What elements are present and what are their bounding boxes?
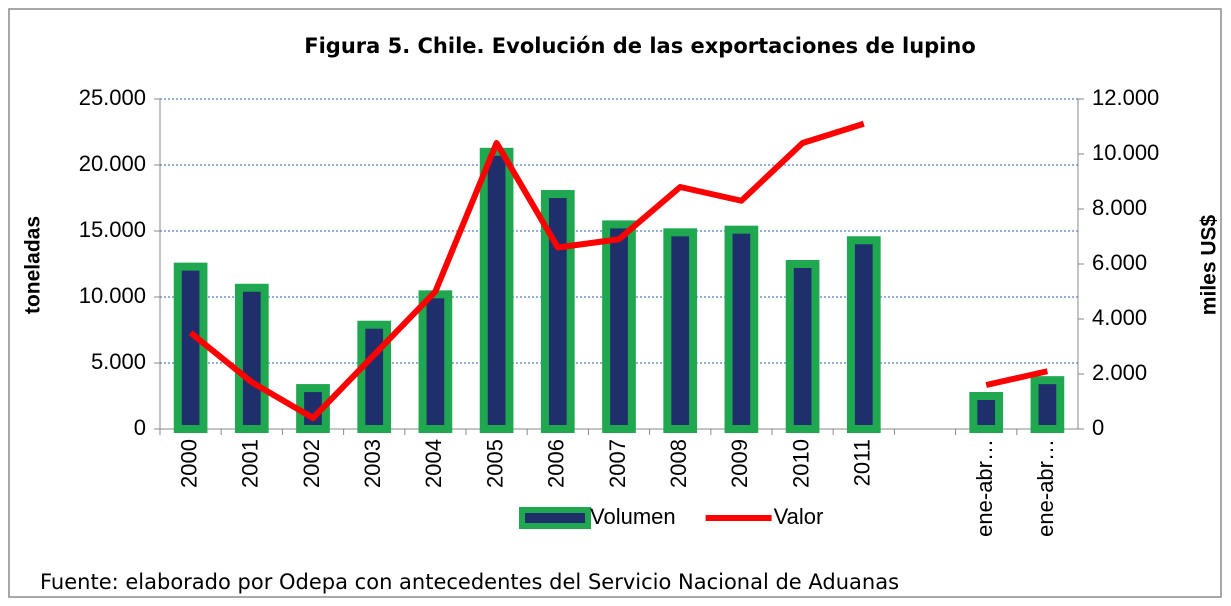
y-tick-label: 25.000: [79, 85, 146, 110]
y2-tick-label: 0: [1092, 415, 1104, 440]
legend-swatch: [519, 507, 591, 529]
x-tick-label: 2011: [850, 439, 875, 486]
x-tick-label: 2000: [176, 439, 201, 488]
chart-title: Figura 5. Chile. Evolución de las export…: [304, 34, 976, 58]
x-tick-label: 2003: [360, 439, 385, 488]
x-tick-label: 2004: [421, 439, 446, 488]
y2-tick-label: 4.000: [1092, 305, 1147, 330]
bar: [969, 392, 1004, 433]
x-tick-label: 2006: [544, 439, 569, 488]
legend-label: Volumen: [590, 504, 676, 529]
y-tick-label: 10.000: [79, 283, 146, 308]
bar: [418, 290, 453, 433]
bar: [1030, 376, 1065, 434]
y2-tick-label: 12.000: [1092, 85, 1159, 110]
legend-label: Valor: [774, 504, 824, 529]
x-tick-label: 2001: [238, 439, 263, 488]
y2-tick-label: 2.000: [1092, 360, 1147, 385]
bar: [602, 220, 636, 433]
bar: [173, 262, 208, 434]
bar: [357, 320, 392, 433]
y-tick-label: 15.000: [79, 217, 146, 242]
bar: [785, 260, 820, 433]
y2-tick-label: 8.000: [1092, 195, 1147, 220]
y2-axis-label: miles US$: [1198, 214, 1221, 315]
bar: [479, 147, 514, 434]
y-tick-label: 0: [134, 415, 146, 440]
x-tick-label: ene-abr…: [972, 439, 997, 537]
y-tick-label: 20.000: [79, 151, 146, 176]
y2-tick-label: 10.000: [1092, 140, 1159, 165]
bar: [724, 225, 759, 433]
x-tick-label: 2010: [788, 439, 813, 488]
y-tick-label: 5.000: [91, 349, 146, 374]
x-tick-label: ene-abr…: [1033, 439, 1058, 537]
line: [188, 120, 1049, 421]
x-tick-label: 2007: [605, 439, 630, 488]
y2-tick-label: 6.000: [1092, 250, 1147, 275]
y-axis-label: toneladas: [22, 216, 45, 314]
x-tick-label: 2009: [727, 439, 752, 488]
x-tick-label: 2005: [482, 439, 507, 488]
x-tick-label: 2002: [299, 439, 324, 488]
bar: [663, 228, 698, 433]
x-tick-label: 2008: [666, 439, 691, 488]
bar: [846, 236, 881, 433]
source-note: Fuente: elaborado por Odepa con antecede…: [40, 570, 899, 594]
bar: [234, 283, 269, 434]
